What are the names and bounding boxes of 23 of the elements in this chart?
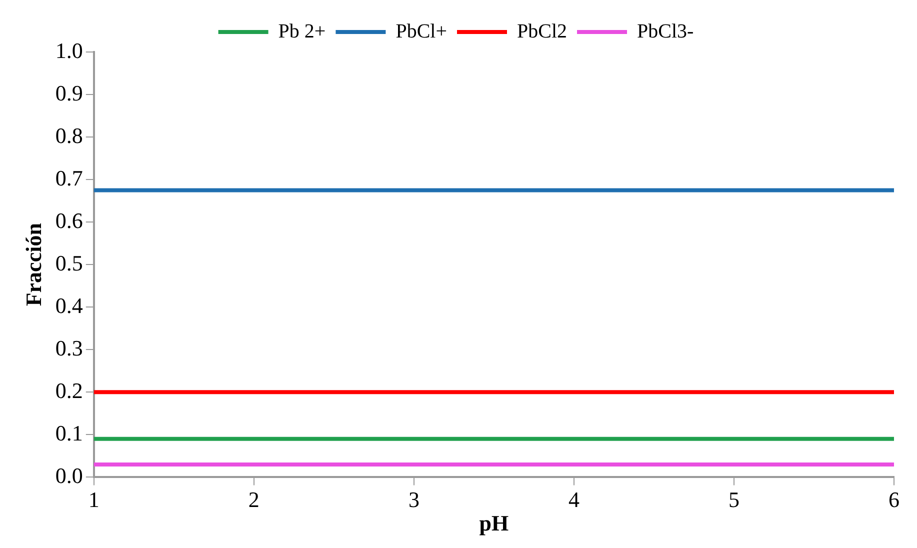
x-tick-label: 4 — [568, 487, 580, 512]
x-tick-label: 6 — [888, 487, 900, 512]
y-tick-label: 0.0 — [55, 462, 83, 488]
legend-label: PbCl2 — [517, 20, 568, 42]
y-axis-title: Fracción — [20, 223, 46, 306]
y-tick-label: 1.0 — [55, 38, 83, 63]
x-tick-label: 5 — [728, 487, 740, 512]
x-tick-label: 1 — [88, 487, 100, 512]
y-tick-label: 0.3 — [55, 335, 83, 360]
y-tick-label: 0.5 — [55, 250, 83, 276]
legend-label: PbCl3- — [637, 20, 694, 42]
x-axis-title: pH — [479, 510, 509, 536]
y-tick-label: 0.9 — [55, 80, 83, 106]
y-tick-label: 0.6 — [55, 208, 83, 233]
y-tick-label: 0.1 — [55, 420, 83, 446]
x-tick-label: 2 — [248, 487, 260, 512]
y-tick-label: 0.7 — [55, 165, 83, 190]
x-tick-label: 3 — [408, 487, 420, 512]
y-tick-label: 0.4 — [55, 292, 83, 318]
y-tick-label: 0.2 — [55, 378, 83, 403]
legend-label: PbCl+ — [396, 20, 448, 42]
y-tick-label: 0.8 — [55, 122, 83, 148]
legend-label: Pb 2+ — [278, 20, 326, 42]
